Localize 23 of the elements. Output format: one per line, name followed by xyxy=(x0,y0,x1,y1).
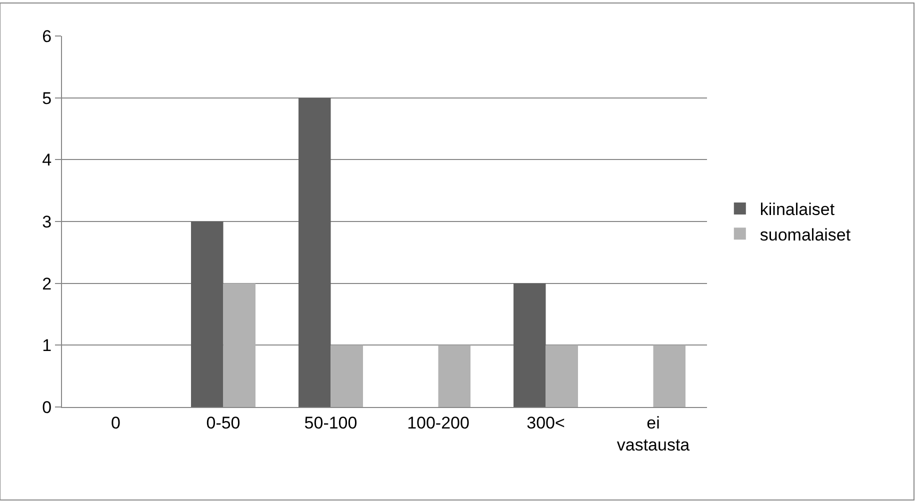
y-tick-label: 5 xyxy=(42,88,52,108)
bar xyxy=(438,345,470,407)
legend-label: suomalaiset xyxy=(760,225,851,244)
y-tick-label: 4 xyxy=(42,150,52,170)
x-tick-label: 100-200 xyxy=(407,413,470,432)
bar xyxy=(298,98,331,407)
bar xyxy=(546,345,578,407)
bar xyxy=(330,345,363,407)
x-tick-label: 0-50 xyxy=(206,413,240,432)
bar xyxy=(223,283,256,407)
y-tick-label: 6 xyxy=(42,26,52,46)
legend-label: kiinalaiset xyxy=(760,200,835,220)
bar xyxy=(191,222,224,407)
y-tick-label: 2 xyxy=(42,274,52,294)
x-tick-label: 0 xyxy=(111,413,120,432)
bar xyxy=(514,283,546,407)
y-tick-label: 3 xyxy=(42,212,52,232)
x-tick-label: 300< xyxy=(526,413,565,432)
x-tick-label: ei vastausta xyxy=(616,413,690,454)
y-tick-label: 1 xyxy=(42,336,52,356)
bar xyxy=(653,345,686,407)
x-tick-label: 50-100 xyxy=(304,413,358,432)
y-tick-label: 0 xyxy=(42,398,52,417)
